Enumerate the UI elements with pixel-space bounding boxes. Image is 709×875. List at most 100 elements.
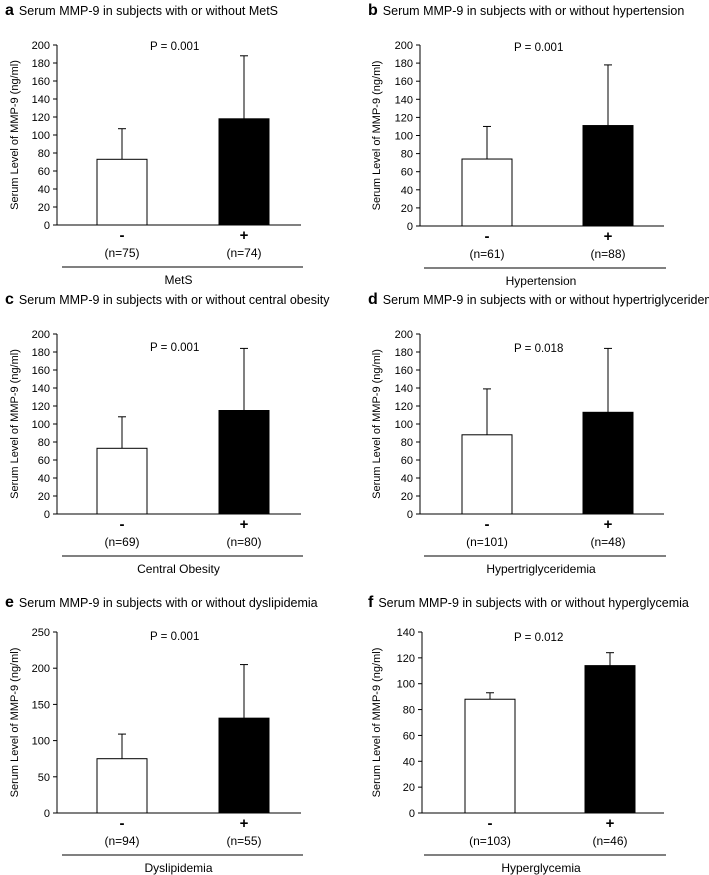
y-tick-label: 250 — [32, 627, 50, 639]
category-sign-label: + — [604, 228, 613, 245]
chart-panel-f: f Serum MMP-9 in subjects with or without… — [368, 594, 689, 875]
panel-letter: e — [5, 594, 14, 611]
y-tick-label: 100 — [32, 130, 50, 142]
y-tick-label: 200 — [395, 329, 413, 341]
sample-size-label: (n=94) — [104, 834, 139, 848]
x-axis-label: MetS — [164, 273, 192, 287]
category-sign-label: - — [485, 516, 490, 533]
panel-title-text: Serum MMP-9 in subjects with or without … — [19, 596, 318, 610]
y-tick-label: 0 — [407, 509, 413, 521]
sample-size-label: (n=55) — [226, 834, 261, 848]
y-tick-label: 160 — [32, 365, 50, 377]
category-sign-label: - — [485, 228, 490, 245]
sample-size-label: (n=46) — [592, 834, 627, 848]
y-tick-label: 80 — [403, 705, 415, 717]
panel-title: a Serum MMP-9 in subjects with or without… — [5, 2, 278, 19]
y-tick-label: 180 — [395, 347, 413, 359]
panel-title: d Serum MMP-9 in subjects with or without… — [368, 291, 709, 308]
bar-without — [464, 698, 516, 814]
sample-size-label: (n=61) — [469, 247, 504, 261]
y-tick-label: 60 — [38, 166, 50, 178]
sample-size-label: (n=101) — [466, 535, 508, 549]
y-tick-label: 100 — [395, 131, 413, 143]
panel-title: c Serum MMP-9 in subjects with or without… — [5, 291, 330, 308]
category-sign-label: - — [120, 227, 125, 244]
y-tick-label: 50 — [38, 772, 50, 784]
x-axis-label: Hyperglycemia — [501, 861, 581, 875]
bar-with — [218, 118, 270, 226]
y-tick-label: 120 — [395, 112, 413, 124]
y-tick-label: 200 — [32, 663, 50, 675]
y-axis-label: Serum Level of MMP-9 (ng/ml) — [9, 349, 21, 499]
y-tick-label: 80 — [38, 148, 50, 160]
y-axis-label: Serum Level of MMP-9 (ng/ml) — [9, 60, 21, 210]
chart-panel-c: c Serum MMP-9 in subjects with or without… — [5, 291, 330, 576]
y-tick-label: 60 — [401, 455, 413, 467]
y-tick-label: 40 — [401, 185, 413, 197]
category-sign-label: + — [240, 227, 249, 244]
category-sign-label: - — [120, 815, 125, 832]
chart-panel-b: b Serum MMP-9 in subjects with or without… — [368, 2, 684, 288]
y-tick-label: 80 — [401, 437, 413, 449]
category-sign-label: + — [604, 516, 613, 533]
bar-without — [96, 447, 148, 515]
y-tick-label: 140 — [32, 383, 50, 395]
y-tick-label: 140 — [395, 383, 413, 395]
sample-size-label: (n=74) — [226, 246, 261, 260]
y-tick-label: 60 — [38, 455, 50, 467]
bar-without — [96, 158, 148, 226]
x-axis-label: Dyslipidemia — [144, 861, 212, 875]
y-tick-label: 160 — [32, 76, 50, 88]
panel-title-text: Serum MMP-9 in subjects with or without … — [383, 293, 709, 307]
panel-letter: d — [368, 291, 378, 308]
panel-title-text: Serum MMP-9 in subjects with or without … — [383, 4, 685, 18]
y-tick-label: 40 — [401, 473, 413, 485]
sample-size-label: (n=69) — [104, 535, 139, 549]
y-tick-label: 140 — [32, 94, 50, 106]
category-sign-label: + — [606, 815, 615, 832]
x-axis-label: Hypertriglyceridemia — [486, 562, 596, 576]
y-tick-label: 200 — [32, 40, 50, 52]
bar-with — [218, 717, 270, 814]
y-tick-label: 140 — [395, 94, 413, 106]
sample-size-label: (n=48) — [590, 535, 625, 549]
y-tick-label: 0 — [407, 221, 413, 233]
y-tick-label: 40 — [38, 473, 50, 485]
x-axis-label: Central Obesity — [137, 562, 220, 576]
y-tick-label: 20 — [38, 491, 50, 503]
panel-title: b Serum MMP-9 in subjects with or without… — [368, 2, 684, 19]
y-tick-label: 120 — [397, 653, 415, 665]
bar-with — [582, 125, 634, 227]
p-value-label: P = 0.001 — [150, 41, 199, 53]
panel-title-text: Serum MMP-9 in subjects with or without … — [378, 596, 689, 610]
y-axis-label: Serum Level of MMP-9 (ng/ml) — [371, 349, 383, 499]
y-tick-label: 60 — [403, 730, 415, 742]
y-tick-label: 120 — [32, 112, 50, 124]
category-sign-label: - — [120, 516, 125, 533]
y-tick-label: 180 — [32, 347, 50, 359]
y-tick-label: 120 — [32, 401, 50, 413]
y-axis-label: Serum Level of MMP-9 (ng/ml) — [9, 648, 21, 798]
chart-panel-d: d Serum MMP-9 in subjects with or without… — [368, 291, 709, 576]
y-tick-label: 200 — [32, 329, 50, 341]
chart-panel-a: a Serum MMP-9 in subjects with or without… — [5, 2, 303, 287]
y-tick-label: 140 — [397, 627, 415, 639]
y-tick-label: 200 — [395, 40, 413, 52]
p-value-label: P = 0.001 — [150, 342, 199, 354]
y-tick-label: 0 — [44, 220, 50, 232]
y-tick-label: 0 — [409, 808, 415, 820]
chart-panel-e: e Serum MMP-9 in subjects with or without… — [5, 594, 318, 875]
panel-title-text: Serum MMP-9 in subjects with or without … — [19, 293, 330, 307]
category-sign-label: + — [240, 815, 249, 832]
panel-letter: c — [5, 291, 14, 308]
y-tick-label: 160 — [395, 365, 413, 377]
bar-without — [461, 158, 513, 227]
bar-with — [584, 665, 636, 814]
panel-letter: a — [5, 2, 14, 19]
y-tick-label: 80 — [401, 149, 413, 161]
y-tick-label: 100 — [397, 679, 415, 691]
p-value-label: P = 0.012 — [514, 632, 563, 644]
bar-without — [461, 434, 513, 515]
y-tick-label: 100 — [395, 419, 413, 431]
